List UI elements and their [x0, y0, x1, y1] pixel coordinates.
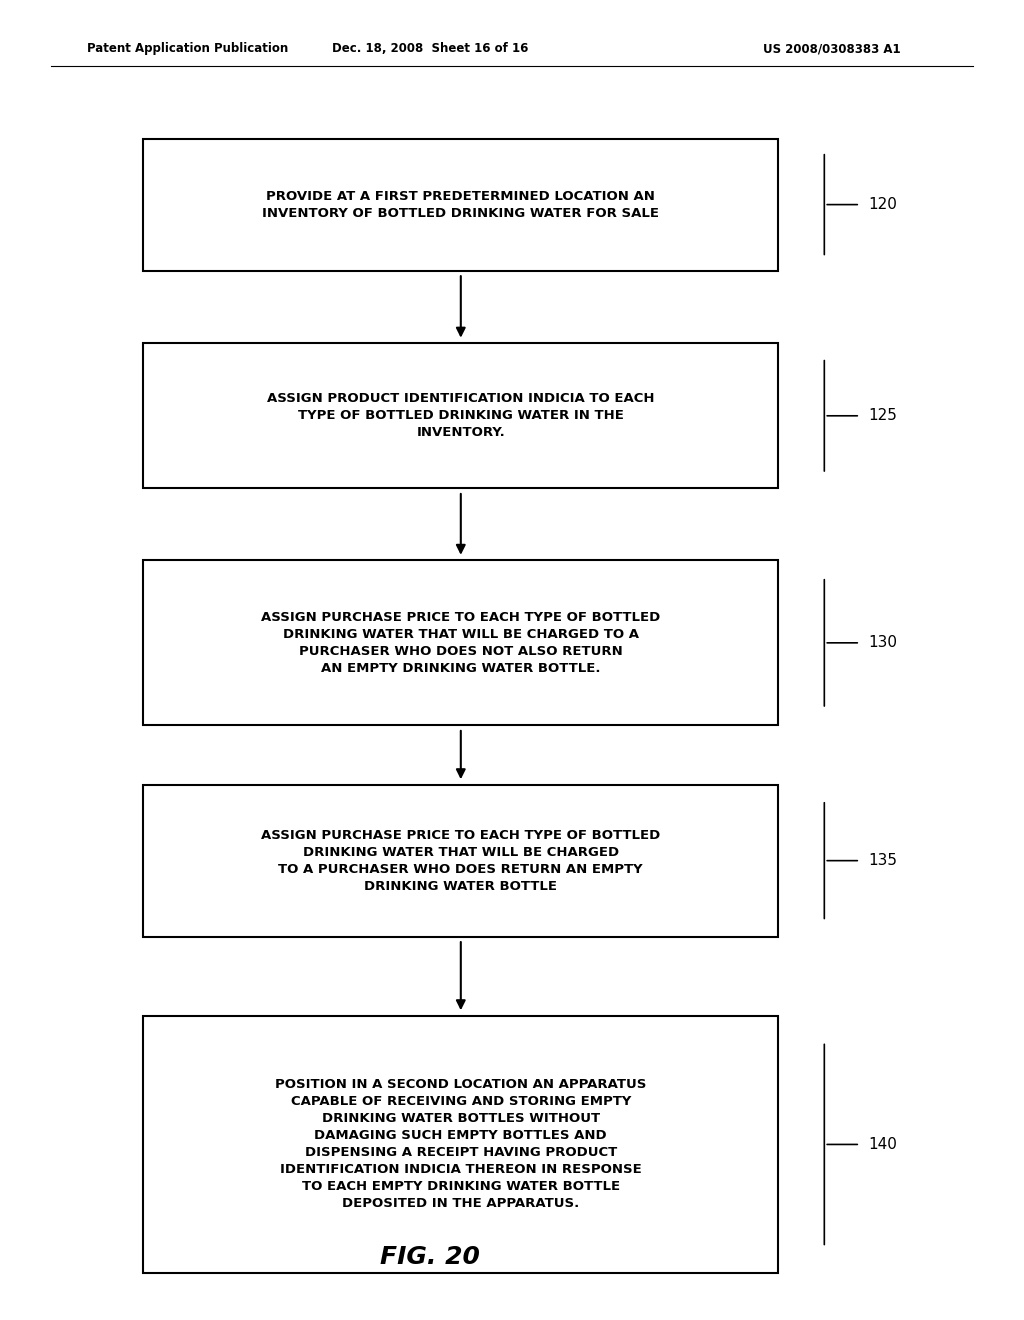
- Text: ASSIGN PURCHASE PRICE TO EACH TYPE OF BOTTLED
DRINKING WATER THAT WILL BE CHARGE: ASSIGN PURCHASE PRICE TO EACH TYPE OF BO…: [261, 829, 660, 892]
- FancyBboxPatch shape: [143, 343, 778, 488]
- Text: US 2008/0308383 A1: US 2008/0308383 A1: [764, 42, 901, 55]
- Text: ASSIGN PRODUCT IDENTIFICATION INDICIA TO EACH
TYPE OF BOTTLED DRINKING WATER IN : ASSIGN PRODUCT IDENTIFICATION INDICIA TO…: [267, 392, 654, 440]
- Text: POSITION IN A SECOND LOCATION AN APPARATUS
CAPABLE OF RECEIVING AND STORING EMPT: POSITION IN A SECOND LOCATION AN APPARAT…: [275, 1078, 646, 1210]
- Text: PROVIDE AT A FIRST PREDETERMINED LOCATION AN
INVENTORY OF BOTTLED DRINKING WATER: PROVIDE AT A FIRST PREDETERMINED LOCATIO…: [262, 190, 659, 219]
- Text: 125: 125: [868, 408, 897, 424]
- FancyBboxPatch shape: [143, 1016, 778, 1272]
- FancyBboxPatch shape: [143, 784, 778, 937]
- Text: Patent Application Publication: Patent Application Publication: [87, 42, 289, 55]
- FancyBboxPatch shape: [143, 560, 778, 726]
- Text: 135: 135: [868, 853, 897, 869]
- Text: Dec. 18, 2008  Sheet 16 of 16: Dec. 18, 2008 Sheet 16 of 16: [332, 42, 528, 55]
- Text: 120: 120: [868, 197, 897, 213]
- FancyBboxPatch shape: [143, 139, 778, 271]
- Text: ASSIGN PURCHASE PRICE TO EACH TYPE OF BOTTLED
DRINKING WATER THAT WILL BE CHARGE: ASSIGN PURCHASE PRICE TO EACH TYPE OF BO…: [261, 611, 660, 675]
- Text: FIG. 20: FIG. 20: [380, 1245, 480, 1269]
- Text: 140: 140: [868, 1137, 897, 1152]
- Text: 130: 130: [868, 635, 897, 651]
